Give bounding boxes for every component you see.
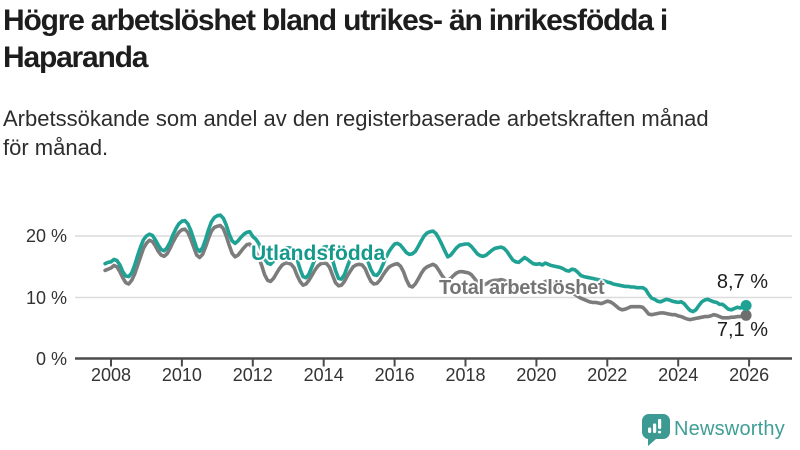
x-tick-label: 2008 <box>90 365 132 385</box>
end-dot-utlandsfodda <box>740 300 752 311</box>
end-dot-total <box>740 309 752 321</box>
title-line-1: Högre arbetslöshet bland utrikes- än inr… <box>3 4 668 37</box>
line-utlandsfodda <box>103 213 748 314</box>
x-tick-label: 2010 <box>161 365 202 385</box>
x-axis-ticks <box>110 358 751 367</box>
x-tick-label: 2020 <box>516 365 557 385</box>
title-line-2: Haparanda <box>3 41 148 74</box>
x-tick-label: 2026 <box>729 365 770 385</box>
newsworthy-logo-icon <box>642 414 670 446</box>
x-tick-label: 2022 <box>587 365 628 385</box>
x-tick-label: 2012 <box>232 365 273 385</box>
page-title: Högre arbetslöshet bland utrikes- än inr… <box>3 2 668 76</box>
newsworthy-logo-text: Newsworthy <box>674 418 785 440</box>
end-value-total: 7,1 % <box>716 319 768 341</box>
x-tick-label: 2016 <box>374 365 415 385</box>
x-tick-label: 2014 <box>303 365 344 385</box>
y-tick-label: 20 % <box>25 226 67 246</box>
end-value-utlandsfodda: 8,7 % <box>716 271 768 293</box>
newsworthy-logo: Newsworthy <box>642 414 785 448</box>
subtitle-line-1: Arbetssökande som andel av den registerb… <box>3 106 709 131</box>
x-tick-label: 2018 <box>445 365 486 385</box>
series-label-utlandsfodda: Utlandsfödda <box>251 242 386 265</box>
chart-subtitle: Arbetssökande som andel av den registerb… <box>3 104 709 162</box>
series-label-total-arbetsloshet: Total arbetslöshet <box>439 277 605 299</box>
y-tick-label: 0 % <box>35 349 67 369</box>
subtitle-line-2: för månad. <box>3 135 109 160</box>
line-total-arbetsloshet <box>103 223 748 322</box>
y-tick-label: 10 % <box>25 287 67 308</box>
x-tick-label: 2024 <box>658 365 699 385</box>
